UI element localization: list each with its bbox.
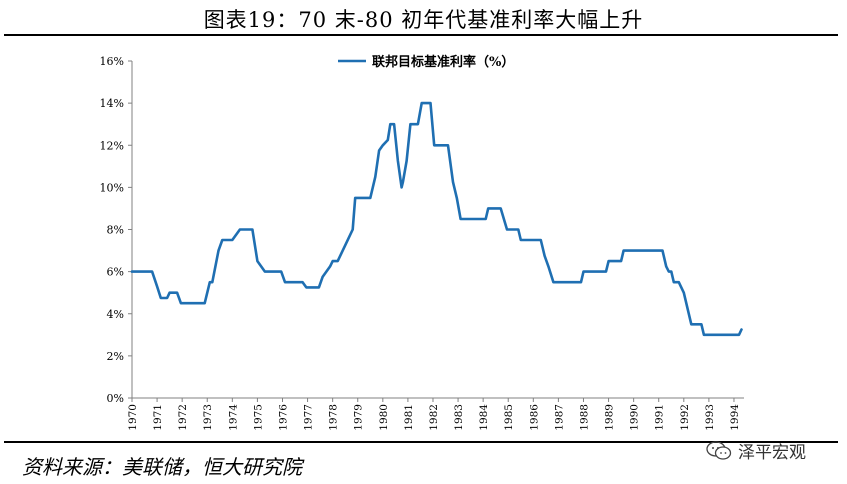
source-note: 资料来源：美联储，恒大研究院 (22, 455, 302, 479)
x-tick-label: 1992 (679, 404, 691, 431)
x-tick-label: 1971 (152, 404, 164, 431)
wechat-icon (706, 440, 732, 460)
y-tick-label: 4% (107, 308, 124, 321)
x-tick-label: 1993 (704, 404, 716, 431)
x-tick-label: 1986 (528, 404, 540, 431)
watermark: 泽平宏观 (706, 438, 806, 463)
line-chart: 0% 2% 4% 6% 8% 10% 12% 14% 16% 1970 1971 1972 1973 19… (100, 54, 744, 431)
y-tick-label: 8% (107, 224, 124, 237)
x-tick-label: 1983 (453, 404, 465, 431)
chart-title: 图表19：70 末-80 初年代基准利率大幅上升 (203, 8, 644, 32)
x-tick-label: 1981 (403, 404, 415, 431)
x-tick-label: 1979 (353, 404, 365, 431)
x-tick-label: 1989 (604, 404, 616, 431)
x-tick-label: 1985 (503, 404, 515, 431)
x-tick-label: 1982 (428, 404, 440, 431)
x-tick-label: 1978 (328, 404, 340, 431)
y-tick-label: 0% (107, 392, 124, 405)
x-tick-label: 1984 (478, 404, 490, 431)
x-tick-label: 1987 (553, 404, 565, 431)
y-tick-label: 10% (100, 181, 124, 194)
y-tick-label: 6% (107, 266, 124, 279)
x-tick-label: 1988 (578, 404, 590, 431)
x-tick-label: 1974 (227, 404, 239, 431)
y-tick-label: 14% (100, 97, 124, 110)
x-tick-label: 1977 (303, 404, 315, 431)
x-tick-label: 1991 (654, 404, 666, 431)
x-tick-label: 1980 (378, 404, 390, 431)
x-tick-label: 1970 (127, 404, 139, 431)
top-rule (4, 34, 838, 36)
x-tick-label: 1976 (277, 404, 289, 431)
x-tick-label: 1975 (252, 404, 264, 431)
series-line (130, 101, 743, 337)
x-tick-label: 1994 (729, 404, 741, 431)
legend-label: 联邦目标基准利率（%） (372, 54, 514, 70)
x-tick-label: 1973 (202, 404, 214, 431)
y-tick-label: 16% (100, 55, 124, 68)
watermark-label: 泽平宏观 (738, 443, 806, 463)
y-tick-label: 12% (100, 139, 124, 152)
y-tick-label: 2% (107, 350, 124, 363)
x-tick-label: 1990 (629, 404, 641, 431)
x-tick-label: 1972 (177, 404, 189, 431)
bottom-rule (4, 441, 838, 443)
